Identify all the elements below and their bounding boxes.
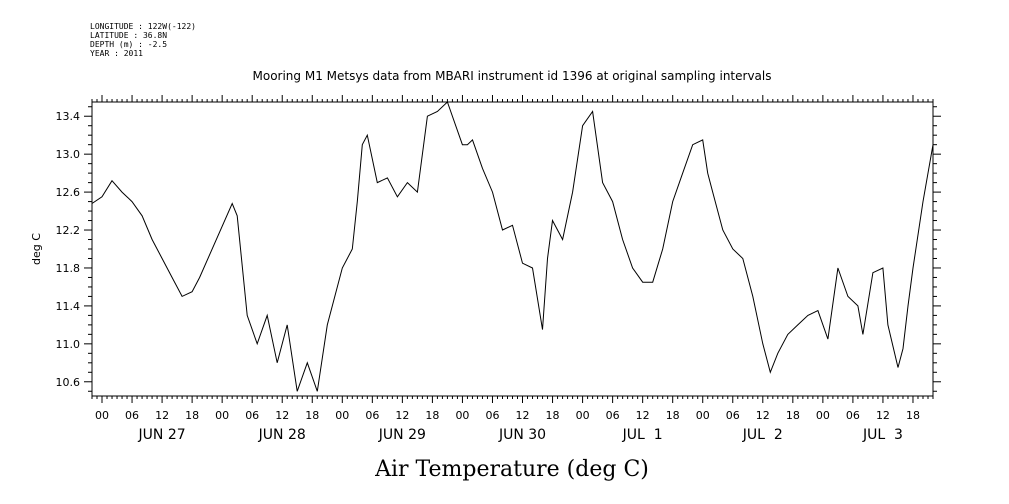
y-tick-label: 13.4 — [56, 110, 81, 123]
y-tick-label: 13.0 — [56, 148, 81, 161]
x-hour-label: 12 — [516, 409, 530, 422]
y-tick-label: 11.0 — [56, 338, 81, 351]
x-hour-label: 06 — [125, 409, 139, 422]
x-axis: 00 06 12 18 00 06 12 18 00 06 12 18 00 06 12 18 00 06 12 18… — [91, 95, 934, 443]
x-hour-label: 12 — [876, 409, 890, 422]
x-hour-label: 00 — [95, 409, 109, 422]
x-day-label: JUN 29 — [378, 427, 426, 443]
meta-longitude: LONGITUDE : 122W(-122) — [90, 22, 196, 31]
x-day-label: JUL 3 — [862, 427, 903, 443]
x-day-label: JUL 2 — [742, 427, 783, 443]
y-axis-label: deg C — [30, 233, 43, 265]
x-hour-label: 00 — [215, 409, 229, 422]
x-hour-label: 06 — [485, 409, 499, 422]
meta-year: YEAR : 2011 — [90, 49, 143, 58]
x-hour-label: 06 — [606, 409, 620, 422]
meta-latitude: LATITUDE : 36.8N — [90, 31, 168, 40]
x-hour-label: 00 — [576, 409, 590, 422]
x-hour-label: 12 — [275, 409, 289, 422]
x-hour-label: 18 — [786, 409, 800, 422]
plot-frame — [91, 101, 934, 397]
y-tick-label: 10.6 — [56, 376, 81, 389]
x-hour-label: 18 — [305, 409, 319, 422]
x-day-label: JUN 28 — [258, 427, 306, 443]
x-hour-label: 12 — [756, 409, 770, 422]
x-axis-label: Air Temperature (deg C) — [374, 457, 649, 482]
x-hour-label: 12 — [155, 409, 169, 422]
x-hour-label: 12 — [395, 409, 409, 422]
y-tick-label: 12.2 — [56, 224, 81, 237]
x-day-label: JUL 1 — [622, 427, 663, 443]
meta-depth: DEPTH (m) : -2.5 — [90, 40, 168, 49]
x-hour-label: 06 — [365, 409, 379, 422]
x-hour-label: 18 — [425, 409, 439, 422]
y-axis: 10.6 11.0 11.4 11.8 12.2 12.6 13.0 13.4 — [56, 106, 941, 392]
x-hour-label: 00 — [335, 409, 349, 422]
x-hour-label: 00 — [816, 409, 830, 422]
chart-title: Mooring M1 Metsys data from MBARI instru… — [253, 69, 772, 83]
y-tick-label: 11.8 — [56, 262, 81, 275]
y-tick-label: 11.4 — [56, 300, 81, 313]
x-day-label: JUN 30 — [498, 427, 546, 443]
x-hour-label: 18 — [546, 409, 560, 422]
x-hour-label: 00 — [455, 409, 469, 422]
y-tick-label: 12.6 — [56, 186, 81, 199]
series-line-air-temperature — [91, 101, 934, 392]
x-day-label: JUN 27 — [138, 427, 186, 443]
x-hour-label: 06 — [846, 409, 860, 422]
x-hour-label: 06 — [245, 409, 259, 422]
mooring-metadata: LONGITUDE : 122W(-122) LATITUDE : 36.8N DE… — [90, 22, 196, 58]
x-hour-label: 18 — [185, 409, 199, 422]
x-hour-label: 12 — [636, 409, 650, 422]
x-hour-label: 18 — [906, 409, 920, 422]
x-hour-label: 06 — [726, 409, 740, 422]
x-hour-label: 00 — [696, 409, 710, 422]
x-hour-label: 18 — [666, 409, 680, 422]
